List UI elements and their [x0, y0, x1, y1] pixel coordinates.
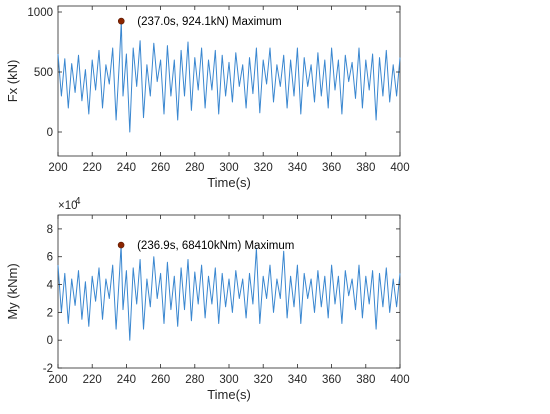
x-tick-label: 280	[185, 162, 204, 174]
y-axis-label: My (kNm)	[5, 263, 20, 319]
y-tick-label: 6	[47, 252, 53, 264]
y-tick-label: 2	[47, 307, 53, 319]
plot-frame	[57, 214, 401, 369]
maximum-marker	[117, 241, 125, 249]
y-tick-label: 0	[47, 335, 53, 347]
y-tick-label: 500	[34, 67, 53, 79]
maximum-marker	[117, 17, 125, 25]
x-tick-label: 400	[390, 162, 409, 174]
x-tick-label: 280	[185, 374, 204, 386]
x-tick-label: 360	[322, 374, 341, 386]
x-tick-label: 380	[356, 162, 375, 174]
x-tick-label: 220	[83, 374, 102, 386]
x-tick-label: 200	[48, 374, 67, 386]
x-tick-label: 340	[288, 162, 307, 174]
plot-frame	[57, 5, 401, 157]
x-tick-label: 320	[254, 162, 273, 174]
data-series-line	[57, 244, 401, 341]
x-tick-label: 240	[117, 162, 136, 174]
y-tick-label: 0	[47, 127, 53, 139]
x-tick-label: 240	[117, 374, 136, 386]
x-tick-label: 200	[48, 162, 67, 174]
y-axis-label: Fx (kN)	[5, 60, 20, 103]
y-tick-label: 8	[47, 224, 53, 236]
my-chart: 200 220 240 260 280 300 320 340 360 380 400 -2 0 2 4 6 8…	[5, 196, 410, 402]
x-axis-label: Time(s)	[207, 387, 251, 402]
maximum-annotation: (236.9s, 68410kNm) Maximum	[137, 240, 294, 252]
x-tick-label: 260	[151, 162, 170, 174]
x-tick-label: 300	[219, 374, 238, 386]
x-tick-label: 300	[219, 162, 238, 174]
x-tick-label: 400	[390, 374, 409, 386]
x-axis-label: Time(s)	[207, 175, 251, 190]
data-series-line	[57, 20, 401, 133]
y-axis-multiplier: ×10	[58, 200, 78, 212]
y-tick-label: 4	[47, 280, 54, 292]
maximum-annotation: (237.0s, 924.1kN) Maximum	[137, 16, 281, 28]
y-tick-label: -2	[43, 363, 53, 375]
x-tick-label: 380	[356, 374, 375, 386]
y-axis-multiplier-exponent: 4	[75, 196, 81, 207]
x-tick-label: 340	[288, 374, 307, 386]
x-tick-label: 320	[254, 374, 273, 386]
x-tick-label: 360	[322, 162, 341, 174]
x-tick-label: 260	[151, 374, 170, 386]
fx-chart: 200 220 240 260 280 300 320 340 360 380 400 0 500 100…	[5, 5, 410, 190]
x-tick-label: 220	[83, 162, 102, 174]
y-tick-label: 1000	[27, 7, 53, 19]
